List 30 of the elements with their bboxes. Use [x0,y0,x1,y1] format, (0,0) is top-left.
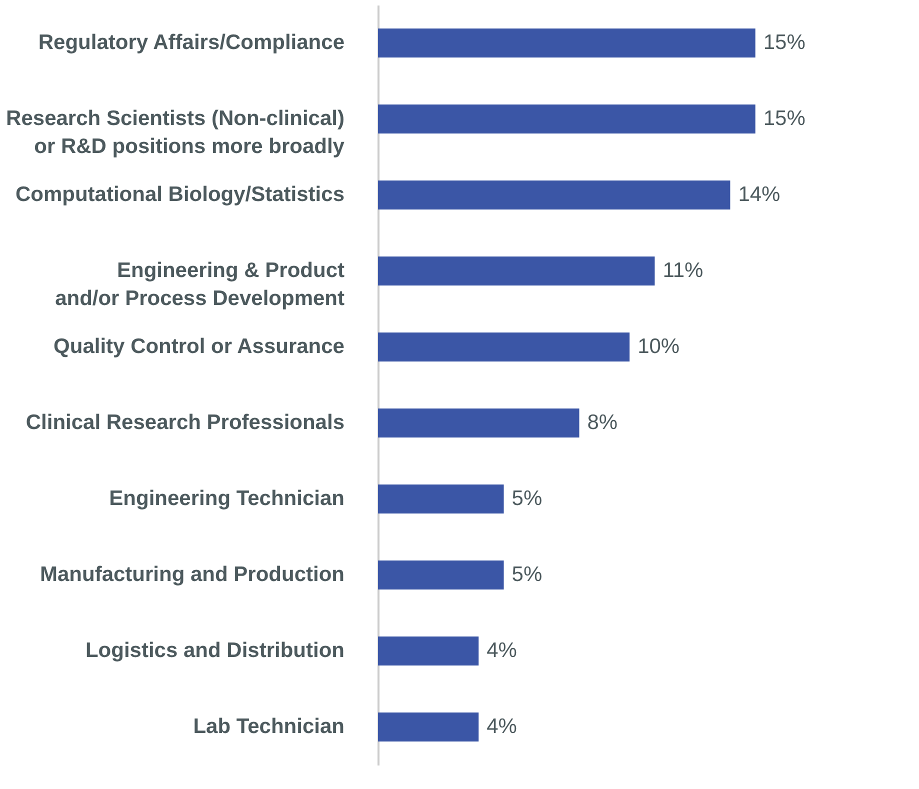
data-label: 10% [638,335,680,358]
bar [378,560,504,590]
y-tick-label: Manufacturing and Production [40,563,344,586]
data-label: 5% [512,487,542,510]
bar [378,28,756,58]
data-label: 11% [662,259,704,282]
y-tick-label: Regulatory Affairs/Compliance [38,31,344,54]
y-tick-label: Computational Biology/Statistics [15,183,344,206]
y-tick-label: Lab Technician [193,715,344,738]
y-tick-label: Quality Control or Assurance [54,335,344,358]
data-label: 15% [763,31,806,54]
y-tick-label: Research Scientists (Non-clinical) or R&D positions more broadly [6,107,345,158]
y-tick-label: Logistics and Distribution [85,639,344,662]
bar [378,332,630,362]
bar [378,104,756,134]
data-label: 4% [486,715,517,738]
data-label: 14% [738,183,780,206]
bar [378,712,479,742]
y-tick-label: Clinical Research Professionals [26,411,344,434]
y-tick-label: Engineering Technician [109,487,344,510]
bar [378,256,655,286]
y-tick-label: Engineering & Product and/or Process Development [55,259,345,310]
data-label: 4% [486,639,517,662]
bar [378,408,580,438]
bar [378,180,730,210]
bar [378,636,479,666]
bar [378,484,504,514]
data-label: 8% [587,411,618,434]
data-label: 15% [763,107,806,130]
data-label: 5% [512,563,542,586]
